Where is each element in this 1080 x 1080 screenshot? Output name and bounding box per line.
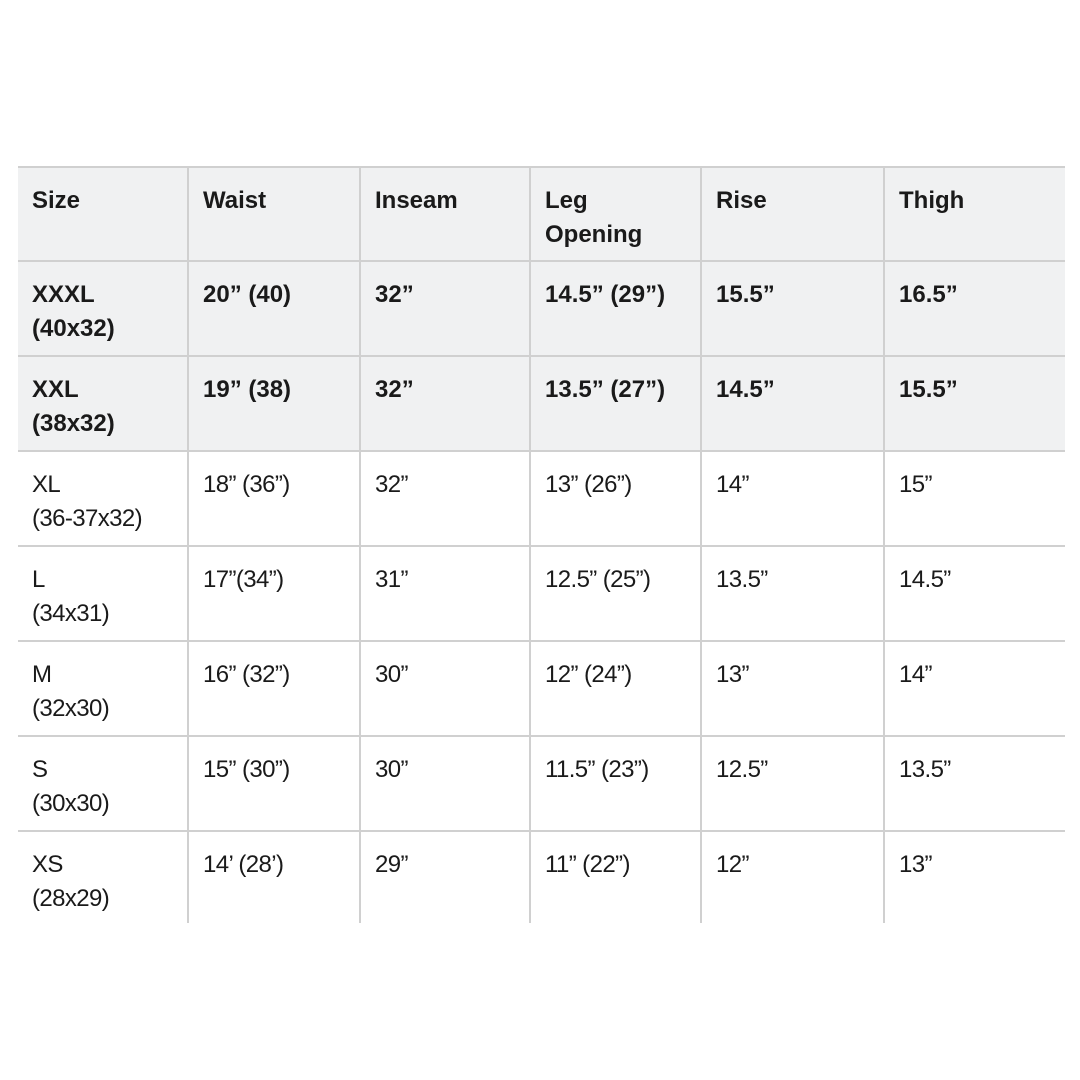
cell-thigh: 13”	[883, 830, 1065, 923]
cell-leg-opening: 13.5” (27”)	[529, 355, 702, 452]
cell-inseam: 30”	[359, 735, 531, 832]
cell-rise: 14”	[700, 450, 885, 547]
table-row: XXL (38x32) 19” (38) 32” 13.5” (27”) 14.5” 15…	[18, 355, 1065, 452]
header-row: Size Waist Inseam Leg Opening Rise Thigh	[18, 166, 1065, 262]
cell-thigh: 13.5”	[883, 735, 1065, 832]
table-row: XL (36-37x32) 18” (36”) 32” 13” (26”) 14” 15”	[18, 450, 1065, 547]
cell-leg-opening: 11.5” (23”)	[529, 735, 702, 832]
header-inseam: Inseam	[359, 166, 531, 262]
cell-leg-opening: 14.5” (29”)	[529, 260, 702, 357]
table-row: XXXL (40x32) 20” (40) 32” 14.5” (29”) 15.5” 1…	[18, 260, 1065, 357]
cell-thigh: 15.5”	[883, 355, 1065, 452]
cell-rise: 12.5”	[700, 735, 885, 832]
header-size: Size	[18, 166, 189, 262]
cell-inseam: 32”	[359, 450, 531, 547]
cell-leg-opening: 12.5” (25”)	[529, 545, 702, 642]
cell-size: XXXL (40x32)	[18, 260, 189, 357]
size-chart-table: Size Waist Inseam Leg Opening Rise Thigh…	[18, 166, 1065, 923]
cell-thigh: 16.5”	[883, 260, 1065, 357]
header-leg-opening: Leg Opening	[529, 166, 702, 262]
cell-thigh: 15”	[883, 450, 1065, 547]
header-rise: Rise	[700, 166, 885, 262]
cell-leg-opening: 13” (26”)	[529, 450, 702, 547]
table-row: M (32x30) 16” (32”) 30” 12” (24”) 13” 14”	[18, 640, 1065, 737]
cell-leg-opening: 12” (24”)	[529, 640, 702, 737]
cell-waist: 19” (38)	[187, 355, 361, 452]
header-waist: Waist	[187, 166, 361, 262]
table-row: S (30x30) 15” (30”) 30” 11.5” (23”) 12.5” 13.…	[18, 735, 1065, 832]
cell-waist: 15” (30”)	[187, 735, 361, 832]
table-row: XS (28x29) 14’ (28’) 29” 11” (22”) 12” 13”	[18, 830, 1065, 923]
cell-rise: 13”	[700, 640, 885, 737]
cell-size: M (32x30)	[18, 640, 189, 737]
cell-size: L (34x31)	[18, 545, 189, 642]
cell-rise: 14.5”	[700, 355, 885, 452]
cell-waist: 17”(34”)	[187, 545, 361, 642]
cell-size: XS (28x29)	[18, 830, 189, 923]
cell-inseam: 31”	[359, 545, 531, 642]
cell-waist: 20” (40)	[187, 260, 361, 357]
cell-waist: 18” (36”)	[187, 450, 361, 547]
cell-size: XL (36-37x32)	[18, 450, 189, 547]
cell-waist: 14’ (28’)	[187, 830, 361, 923]
cell-inseam: 29”	[359, 830, 531, 923]
cell-rise: 12”	[700, 830, 885, 923]
table-row: L (34x31) 17”(34”) 31” 12.5” (25”) 13.5” 14.5…	[18, 545, 1065, 642]
header-thigh: Thigh	[883, 166, 1065, 262]
cell-rise: 13.5”	[700, 545, 885, 642]
cell-leg-opening: 11” (22”)	[529, 830, 702, 923]
cell-inseam: 32”	[359, 355, 531, 452]
cell-waist: 16” (32”)	[187, 640, 361, 737]
cell-size: S (30x30)	[18, 735, 189, 832]
cell-inseam: 30”	[359, 640, 531, 737]
cell-inseam: 32”	[359, 260, 531, 357]
cell-thigh: 14.5”	[883, 545, 1065, 642]
cell-thigh: 14”	[883, 640, 1065, 737]
cell-size: XXL (38x32)	[18, 355, 189, 452]
cell-rise: 15.5”	[700, 260, 885, 357]
